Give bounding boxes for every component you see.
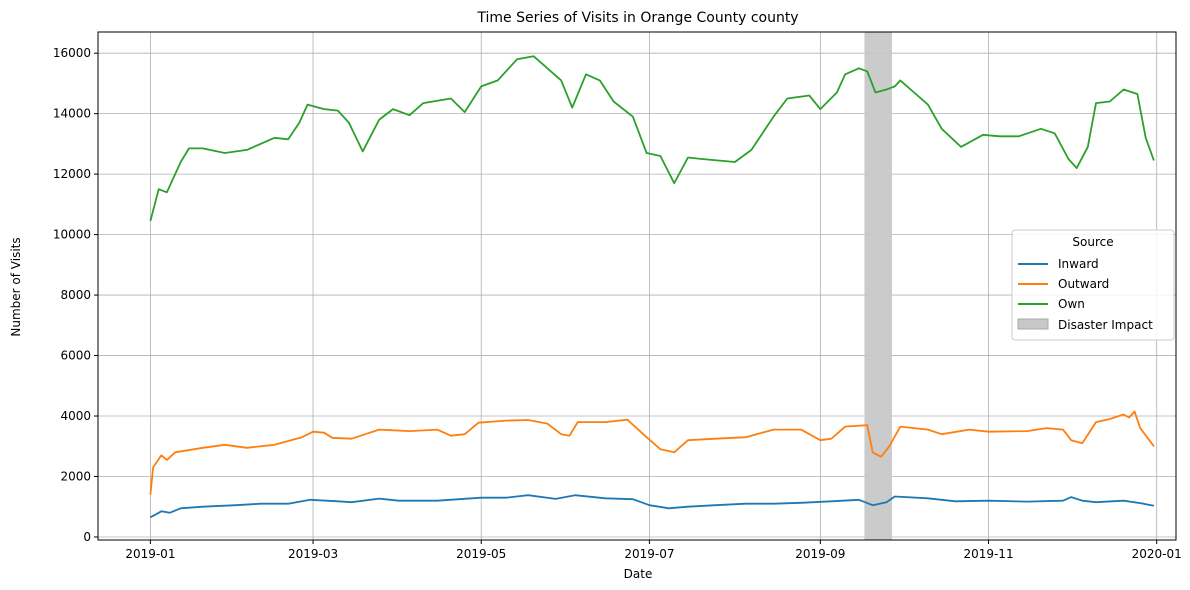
x-axis-label: Date xyxy=(624,567,653,581)
x-tick-label: 2019-09 xyxy=(795,547,845,561)
legend-label-own: Own xyxy=(1058,297,1085,311)
x-tick-label: 2019-03 xyxy=(288,547,338,561)
series-line-own xyxy=(149,55,1155,222)
legend-box xyxy=(1011,229,1175,341)
x-tick-label: 2020-01 xyxy=(1132,547,1182,561)
plot-frame xyxy=(97,31,1177,541)
legend-title: Source xyxy=(1072,235,1113,249)
legend-label-outward: Outward xyxy=(1058,277,1109,291)
y-tick-label: 0 xyxy=(83,530,91,544)
x-tick-label: 2019-11 xyxy=(963,547,1013,561)
legend: Source Inward Outward Own Disaster Impac… xyxy=(1011,229,1175,341)
x-tick-label: 2019-01 xyxy=(125,547,175,561)
y-tick-label: 12000 xyxy=(53,167,91,181)
series-lines xyxy=(149,55,1155,519)
chart-title: Time Series of Visits in Orange County c… xyxy=(476,10,798,26)
y-tick-label: 4000 xyxy=(60,409,91,423)
x-tick-label: 2019-07 xyxy=(624,547,674,561)
disaster-impact-span xyxy=(864,32,893,540)
y-tick-label: 8000 xyxy=(60,288,91,302)
y-tick-label: 10000 xyxy=(53,228,91,242)
legend-label-disaster: Disaster Impact xyxy=(1058,318,1153,332)
y-axis-ticks: 0 2000 4000 6000 8000 10000 12000 14000 16000 xyxy=(53,46,98,544)
y-tick-label: 6000 xyxy=(60,349,91,363)
grid xyxy=(98,32,1176,540)
series-line-inward xyxy=(149,494,1155,519)
y-tick-label: 16000 xyxy=(53,46,91,60)
y-tick-label: 2000 xyxy=(60,470,91,484)
series-line-outward xyxy=(149,410,1155,495)
legend-label-inward: Inward xyxy=(1058,257,1099,271)
x-tick-label: 2019-05 xyxy=(456,547,506,561)
legend-swatch-disaster xyxy=(1017,318,1049,330)
y-axis-label: Number of Visits xyxy=(9,237,23,336)
y-tick-label: 14000 xyxy=(53,107,91,121)
x-axis-ticks: 2019-01 2019-03 2019-05 2019-07 2019-09 2019-… xyxy=(125,540,1182,561)
